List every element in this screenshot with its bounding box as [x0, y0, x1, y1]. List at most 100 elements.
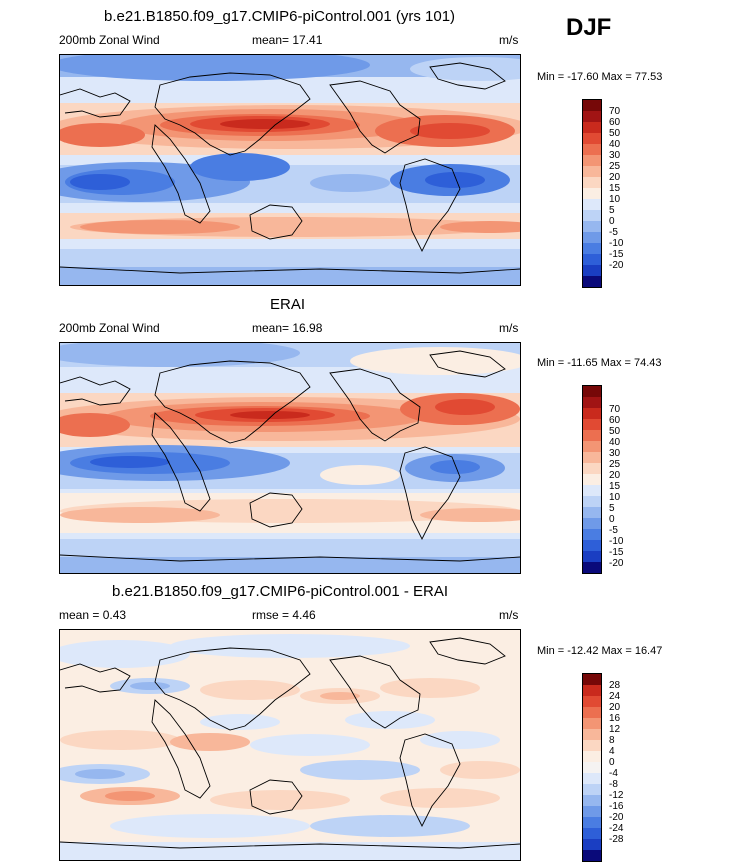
panel3-units-label: m/s	[499, 608, 519, 622]
cbar-label: 5	[609, 205, 615, 216]
panel3-title: b.e21.B1850.f09_g17.CMIP6-piControl.001 …	[112, 583, 449, 600]
colorbar-swatch	[583, 221, 601, 232]
colorbar-swatch	[583, 751, 601, 762]
colorbar-swatch	[583, 540, 601, 551]
colorbar-swatch	[583, 177, 601, 188]
colorbar-swatch	[583, 474, 601, 485]
cbar-label: 30	[609, 150, 621, 161]
colorbar-swatch	[583, 276, 601, 287]
panel2-variable-label: 200mb Zonal Wind	[59, 321, 160, 335]
cbar-label: -15	[609, 547, 624, 558]
cbar-label: -20	[609, 260, 624, 271]
cbar-label: 4	[609, 746, 615, 757]
panel1-colorbar	[582, 99, 602, 288]
panel2-title: ERAI	[270, 296, 306, 313]
colorbar-swatch	[583, 397, 601, 408]
colorbar-swatch	[583, 100, 601, 111]
cbar-label: 8	[609, 735, 615, 746]
colorbar-swatch	[583, 850, 601, 861]
colorbar-swatch	[583, 265, 601, 276]
panel3-mean-label: mean = 0.43	[59, 608, 127, 622]
panel3-rmse-label: rmse = 4.46	[252, 608, 316, 622]
season-label: DJF	[566, 14, 612, 41]
cbar-label: 5	[609, 503, 615, 514]
cbar-label: -10	[609, 238, 624, 249]
colorbar-swatch	[583, 795, 601, 806]
cbar-label: 0	[609, 757, 615, 768]
cbar-label: 0	[609, 514, 615, 525]
cbar-label: -5	[609, 227, 618, 238]
cbar-label: 40	[609, 437, 621, 448]
colorbar-swatch	[583, 463, 601, 474]
colorbar-swatch	[583, 419, 601, 430]
colorbar-swatch	[583, 155, 601, 166]
cbar-label: -28	[609, 834, 624, 845]
colorbar-swatch	[583, 386, 601, 397]
cbar-label: 50	[609, 426, 621, 437]
colorbar-swatch	[583, 685, 601, 696]
cbar-label: 16	[609, 713, 621, 724]
colorbar-swatch	[583, 839, 601, 850]
colorbar-swatch	[583, 430, 601, 441]
panel3-minmax: Min = -12.42 Max = 16.47	[537, 645, 663, 657]
panel1-minmax: Min = -17.60 Max = 77.53	[537, 71, 663, 83]
cbar-label: 0	[609, 216, 615, 227]
panel1-variable-label: 200mb Zonal Wind	[59, 33, 160, 47]
cbar-label: 28	[609, 680, 621, 691]
cbar-label: 20	[609, 470, 621, 481]
cbar-label: 50	[609, 128, 621, 139]
cbar-label: 70	[609, 106, 621, 117]
colorbar-swatch	[583, 243, 601, 254]
colorbar-swatch	[583, 817, 601, 828]
cbar-label: -20	[609, 558, 624, 569]
cbar-label: 24	[609, 691, 621, 702]
cbar-label: -16	[609, 801, 624, 812]
cbar-label: 20	[609, 172, 621, 183]
colorbar-swatch	[583, 773, 601, 784]
panel2-map	[59, 342, 521, 574]
cbar-label: 30	[609, 448, 621, 459]
cbar-label: 12	[609, 724, 621, 735]
colorbar-swatch	[583, 133, 601, 144]
cbar-label: 10	[609, 492, 621, 503]
colorbar-swatch	[583, 122, 601, 133]
colorbar-swatch	[583, 507, 601, 518]
colorbar-swatch	[583, 828, 601, 839]
cbar-label: 40	[609, 139, 621, 150]
colorbar-swatch	[583, 784, 601, 795]
colorbar-swatch	[583, 718, 601, 729]
colorbar-swatch	[583, 496, 601, 507]
cbar-label: -4	[609, 768, 618, 779]
colorbar-swatch	[583, 441, 601, 452]
panel2-units-label: m/s	[499, 321, 519, 335]
colorbar-swatch	[583, 111, 601, 122]
cbar-label: 25	[609, 459, 621, 470]
cbar-label: 15	[609, 183, 621, 194]
panel2-colorbar	[582, 385, 602, 574]
panel1-mean-label: mean= 17.41	[252, 33, 323, 47]
colorbar-swatch	[583, 188, 601, 199]
colorbar-swatch	[583, 254, 601, 265]
colorbar-swatch	[583, 674, 601, 685]
colorbar-swatch	[583, 452, 601, 463]
cbar-label: 20	[609, 702, 621, 713]
cbar-label: -12	[609, 790, 624, 801]
colorbar-swatch	[583, 485, 601, 496]
colorbar-swatch	[583, 740, 601, 751]
panel2-mean-label: mean= 16.98	[252, 321, 323, 335]
colorbar-swatch	[583, 729, 601, 740]
panel3-map	[59, 629, 521, 861]
colorbar-swatch	[583, 518, 601, 529]
cbar-label: -5	[609, 525, 618, 536]
panel1-title: b.e21.B1850.f09_g17.CMIP6-piControl.001 …	[104, 8, 456, 25]
cbar-label: -20	[609, 812, 624, 823]
cbar-label: -24	[609, 823, 624, 834]
cbar-label: 60	[609, 415, 621, 426]
colorbar-swatch	[583, 707, 601, 718]
colorbar-swatch	[583, 166, 601, 177]
colorbar-swatch	[583, 806, 601, 817]
cbar-label: 70	[609, 404, 621, 415]
colorbar-swatch	[583, 562, 601, 573]
colorbar-swatch	[583, 551, 601, 562]
cbar-label: 25	[609, 161, 621, 172]
